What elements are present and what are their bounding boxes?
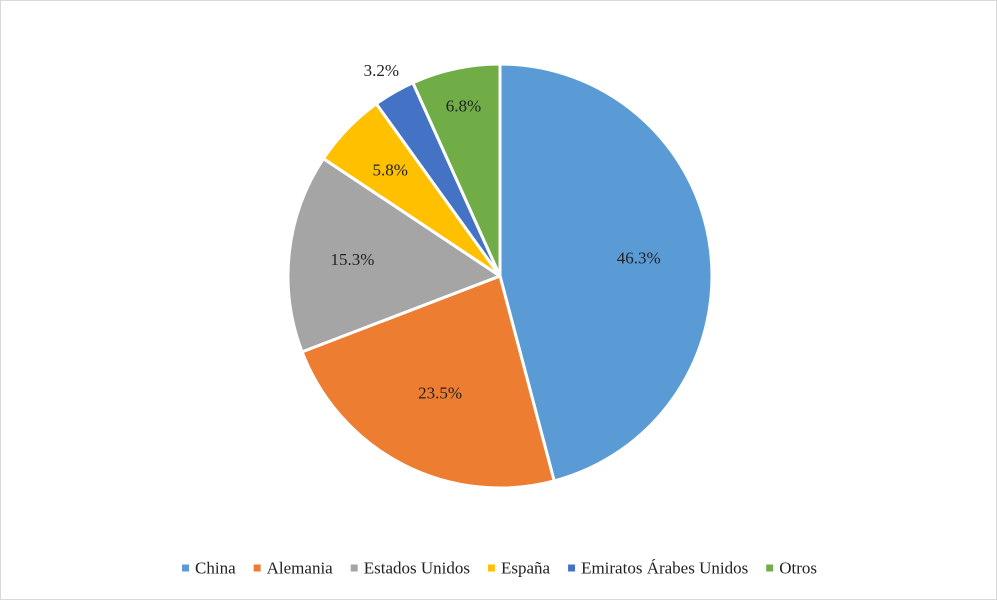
legend-item-emiratos-arabes-unidos: Emiratos Árabes Unidos	[568, 559, 748, 578]
legend-item-espana: España	[487, 559, 551, 578]
legend-label-estados-unidos: Estados Unidos	[364, 559, 470, 578]
legend-label-china: China	[195, 559, 236, 578]
legend-item-otros: Otros	[766, 559, 817, 578]
legend-marker-estados-unidos	[350, 564, 358, 572]
legend-item-china: China	[182, 559, 236, 578]
pie-slice-otros	[411, 62, 502, 278]
legend-item-estados-unidos: Estados Unidos	[350, 559, 470, 578]
legend-label-otros: Otros	[779, 559, 817, 578]
pie-slice-estados-unidos	[286, 157, 502, 354]
data-label-espana: 5.8%	[372, 161, 407, 180]
legend-marker-alemania	[253, 564, 261, 572]
legend-label-emiratos-arabes-unidos: Emiratos Árabes Unidos	[581, 559, 748, 578]
legend-label-espana: España	[501, 559, 551, 578]
legend-marker-otros	[766, 564, 774, 572]
legend: China Alemania Estados Unidos España Emirato…	[182, 559, 817, 578]
legend-marker-emiratos-arabes-unidos	[568, 564, 576, 572]
legend-marker-espana	[487, 564, 495, 572]
pie-data-labels: 46.3% 23.5% 15.3% 5.8% 3.2% 6.8%	[331, 61, 661, 403]
legend-label-alemania: Alemania	[267, 559, 334, 578]
data-label-china: 46.3%	[617, 248, 661, 267]
pie-slices	[286, 62, 714, 490]
data-label-alemania: 23.5%	[418, 383, 462, 402]
legend-marker-china	[182, 564, 190, 572]
pie-slice-china	[498, 62, 714, 483]
data-label-estados-unidos: 15.3%	[331, 250, 375, 269]
data-label-emiratos-arabes-unidos: 3.2%	[364, 61, 399, 80]
legend-item-alemania: Alemania	[253, 559, 334, 578]
data-label-otros: 6.8%	[446, 97, 481, 116]
